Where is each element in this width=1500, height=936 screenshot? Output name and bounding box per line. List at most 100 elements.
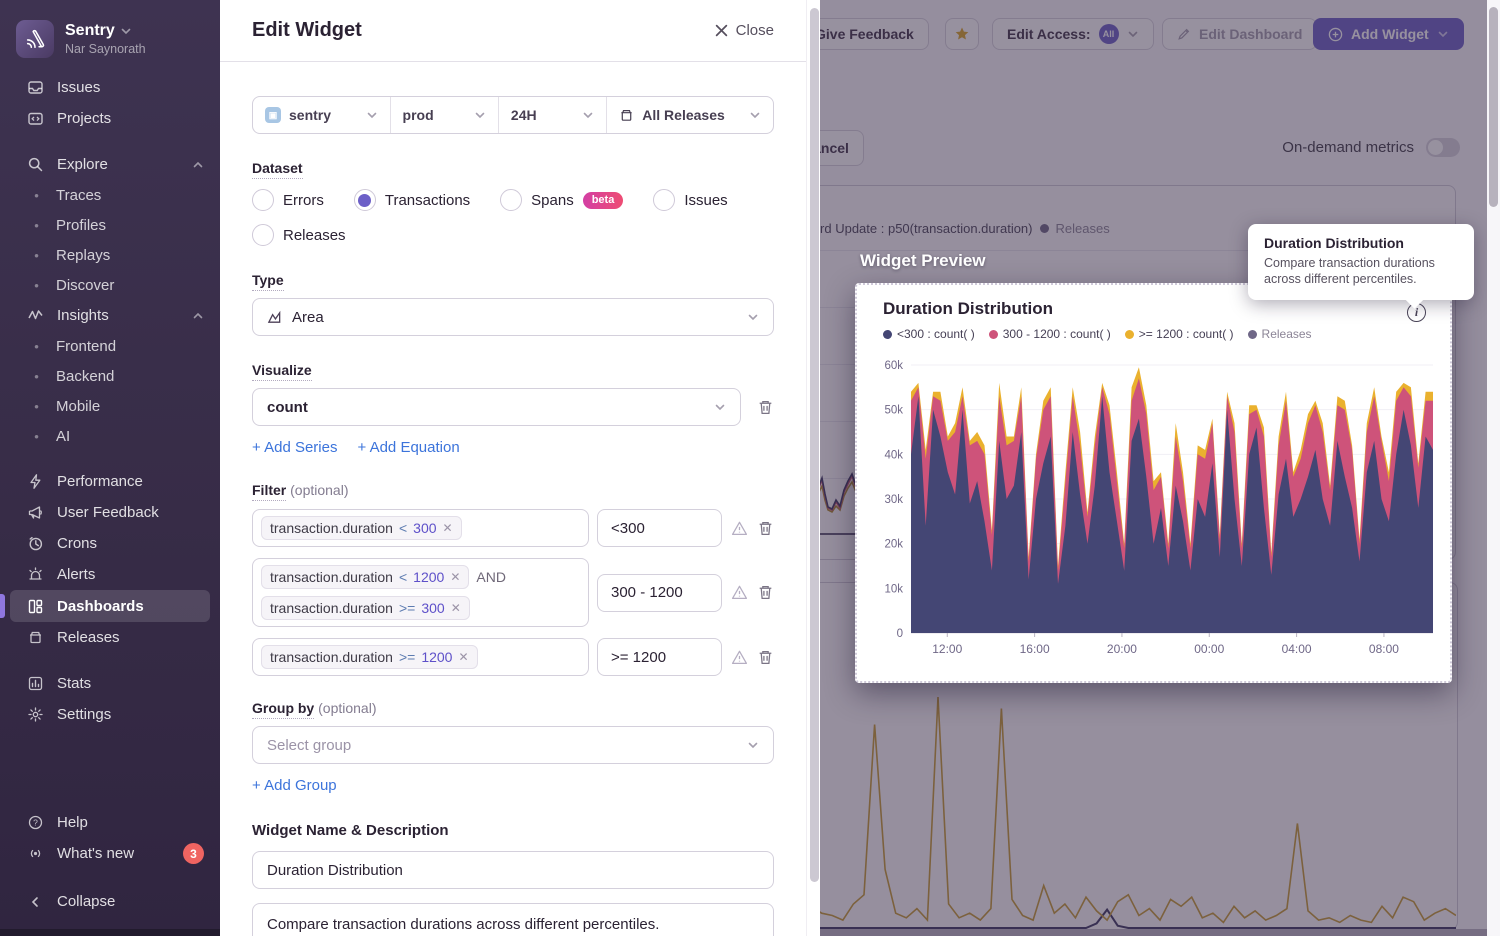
legend-dot-icon: [1247, 329, 1257, 339]
filter-warning-button[interactable]: [730, 649, 748, 666]
close-button[interactable]: Close: [715, 22, 774, 39]
sidebar-item-profiles[interactable]: • Profiles: [34, 216, 107, 234]
type-label: Type: [252, 272, 774, 291]
active-item-accent: [0, 594, 5, 618]
environment-value: prod: [402, 107, 434, 123]
type-select[interactable]: Area: [252, 298, 774, 336]
modal-scrollbar[interactable]: [806, 0, 820, 936]
group-by-select[interactable]: Select group: [252, 726, 774, 764]
filter-warning-button[interactable]: [730, 584, 748, 601]
dataset-option-errors[interactable]: Errors: [252, 189, 324, 211]
radio-button[interactable]: [653, 189, 676, 211]
sidebar-item-backend[interactable]: • Backend: [34, 367, 115, 385]
page-scrollbar-thumb[interactable]: [1489, 7, 1498, 207]
sidebar-item-user-feedback[interactable]: User Feedback: [0, 497, 220, 528]
condition-field: transaction.duration: [270, 649, 393, 665]
filter-alias-input[interactable]: >= 1200: [597, 638, 722, 676]
sidebar-item-whats-new[interactable]: What's new 3: [0, 838, 220, 869]
sidebar-item-projects[interactable]: Projects: [0, 103, 220, 134]
filter-condition-chip[interactable]: transaction.duration >= 300 ✕: [261, 596, 470, 620]
filter-row: transaction.duration <1200 ✕ AND transaction…: [252, 558, 774, 627]
filter-condition-input[interactable]: transaction.duration <300 ✕: [252, 509, 589, 547]
bar-chart-icon: [26, 675, 44, 692]
sidebar-item-help[interactable]: ? Help: [0, 807, 220, 838]
chevron-down-icon: [367, 112, 376, 119]
filter-condition-chip[interactable]: transaction.duration <1200 ✕: [261, 565, 470, 589]
radio-button[interactable]: [353, 189, 376, 211]
visualize-select[interactable]: count: [252, 388, 741, 426]
remove-condition-icon[interactable]: ✕: [458, 650, 469, 664]
filter-alias-input[interactable]: 300 - 1200: [597, 573, 722, 612]
filter-warning-button[interactable]: [730, 520, 748, 537]
sidebar-item-mobile[interactable]: • Mobile: [34, 397, 101, 415]
sidebar-item-explore[interactable]: Explore: [0, 149, 220, 180]
legend-item[interactable]: Releases: [1247, 327, 1312, 341]
radio-button[interactable]: [252, 224, 274, 246]
modal-scrollbar-thumb[interactable]: [809, 8, 819, 882]
chevron-down-icon: [583, 112, 593, 119]
filter-condition-input[interactable]: transaction.duration <1200 ✕ AND transaction…: [252, 558, 589, 627]
radio-button[interactable]: [500, 189, 523, 211]
filter-row: transaction.duration <300 ✕ <300: [252, 509, 774, 547]
org-switcher[interactable]: Sentry Nar Saynorath: [0, 0, 220, 72]
archive-icon: [26, 629, 44, 646]
add-equation-link[interactable]: + Add Equation: [357, 439, 460, 456]
sidebar-item-issues[interactable]: Issues: [0, 72, 220, 103]
archive-icon: [621, 109, 632, 121]
project-selector[interactable]: ▣ sentry: [253, 97, 390, 133]
remove-condition-icon[interactable]: ✕: [442, 521, 453, 535]
sidebar-item-dashboards[interactable]: Dashboards: [0, 590, 210, 622]
sidebar-item-frontend[interactable]: • Frontend: [34, 337, 117, 355]
legend-item[interactable]: 300 - 1200 : count( ): [988, 327, 1111, 341]
dataset-option-issues[interactable]: Issues: [653, 189, 728, 211]
preview-area-chart: 0 10k 20k 30k 40k 50k 60k 12:00 16:00 20:00 00:00 0…: [865, 351, 1443, 661]
widget-name-input[interactable]: [252, 851, 774, 889]
sidebar-collapse-button[interactable]: Collapse: [0, 886, 220, 917]
widget-description-input[interactable]: Compare transaction durations across dif…: [252, 903, 774, 936]
delete-filter-button[interactable]: [756, 649, 774, 666]
sidebar-item-alerts[interactable]: Alerts: [0, 559, 220, 590]
radio-button[interactable]: [252, 189, 274, 211]
area-chart-icon: [267, 310, 281, 323]
page-scrollbar[interactable]: [1487, 0, 1500, 936]
filter-condition-chip[interactable]: transaction.duration <300 ✕: [261, 516, 462, 540]
filter-alias-input[interactable]: <300: [597, 509, 722, 547]
sidebar-item-ai[interactable]: • AI: [34, 427, 71, 445]
legend-label: Releases: [1261, 327, 1312, 341]
remove-condition-icon[interactable]: ✕: [450, 570, 461, 584]
broadcast-icon: [26, 845, 44, 862]
dataset-option-spans[interactable]: Spans beta: [500, 189, 624, 211]
condition-value: 1200: [421, 649, 453, 665]
dataset-option-label: Spans: [531, 191, 574, 209]
dataset-option-label: Releases: [283, 226, 346, 244]
sidebar-item-traces[interactable]: • Traces: [34, 186, 102, 204]
dataset-option-transactions[interactable]: Transactions: [353, 189, 470, 211]
legend-item[interactable]: <300 : count( ): [883, 327, 975, 341]
sidebar-item-performance[interactable]: Performance: [0, 466, 220, 497]
sidebar-item-stats[interactable]: Stats: [0, 668, 220, 699]
filter-condition-chip[interactable]: transaction.duration >= 1200 ✕: [261, 645, 478, 669]
sidebar-item-discover[interactable]: • Discover: [34, 276, 115, 294]
legend-dot-icon: [1124, 329, 1134, 339]
delete-filter-button[interactable]: [756, 520, 774, 537]
add-series-link[interactable]: + Add Series: [252, 439, 338, 456]
legend-dot-icon: [988, 329, 998, 339]
delete-filter-button[interactable]: [756, 584, 774, 601]
add-group-link[interactable]: + Add Group: [252, 777, 337, 794]
chevron-up-icon: [193, 161, 203, 167]
environment-selector[interactable]: prod: [389, 97, 498, 133]
group-by-placeholder: Select group: [267, 736, 352, 754]
sidebar-item-crons[interactable]: Crons: [0, 528, 220, 559]
folder-code-icon: [26, 110, 44, 127]
filter-condition-input[interactable]: transaction.duration >= 1200 ✕: [252, 638, 589, 676]
sidebar-item-settings[interactable]: Settings: [0, 699, 220, 730]
delete-visualize-button[interactable]: [757, 399, 774, 416]
releases-selector[interactable]: All Releases: [606, 97, 773, 133]
dataset-option-releases[interactable]: Releases: [252, 224, 346, 246]
sidebar-item-replays[interactable]: • Replays: [34, 246, 111, 264]
sidebar-item-releases[interactable]: Releases: [0, 622, 220, 653]
remove-condition-icon[interactable]: ✕: [450, 601, 461, 615]
time-range-selector[interactable]: 24H: [497, 97, 606, 133]
sidebar-item-insights[interactable]: Insights: [0, 300, 220, 331]
legend-item[interactable]: >= 1200 : count( ): [1124, 327, 1234, 341]
